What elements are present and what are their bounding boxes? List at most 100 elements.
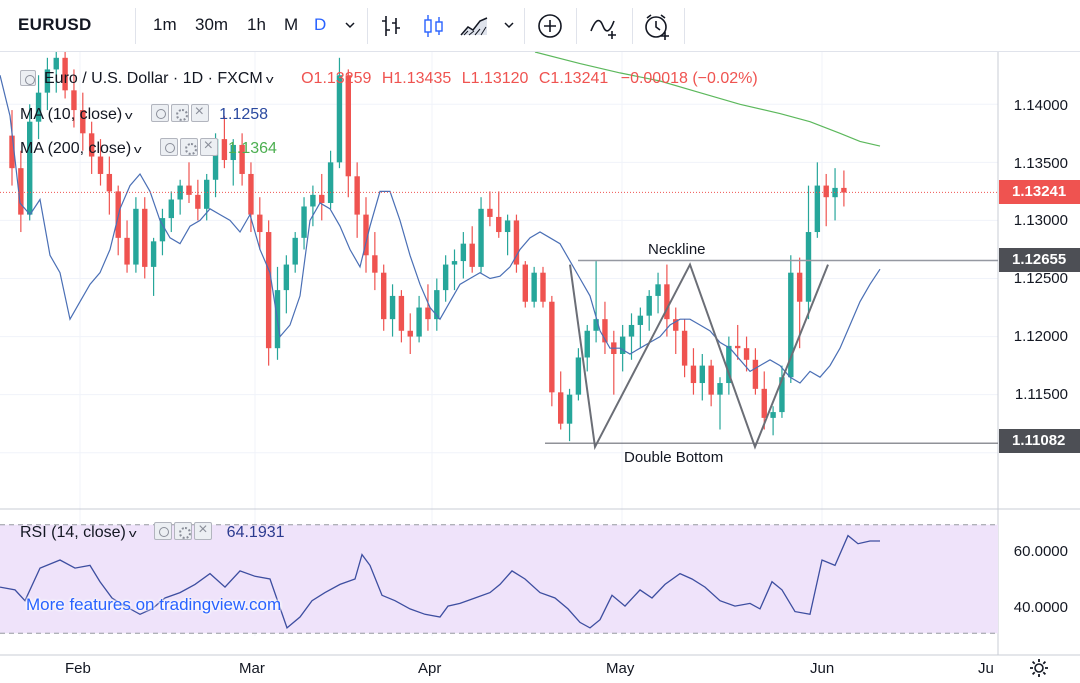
candle-body bbox=[248, 173, 254, 215]
indicators-icon[interactable] bbox=[588, 10, 620, 42]
candle-body bbox=[80, 110, 86, 134]
rsi-band bbox=[0, 524, 998, 634]
interval-1m-button[interactable]: 1m bbox=[153, 15, 177, 34]
candle-style-icon[interactable] bbox=[418, 10, 450, 42]
rsi-value: 64.1931 bbox=[226, 524, 285, 541]
time-tick-label: May bbox=[606, 660, 635, 677]
candle-body bbox=[451, 261, 458, 265]
candle-body bbox=[88, 133, 95, 157]
candle-body bbox=[540, 272, 546, 302]
candle-body bbox=[372, 255, 378, 273]
candle-body bbox=[496, 216, 502, 233]
candle-body bbox=[469, 243, 475, 267]
candle-body bbox=[593, 319, 599, 331]
symbol-search-button[interactable]: EURUSD bbox=[18, 15, 92, 34]
rsi-tick-label: 40.0000 bbox=[1013, 599, 1068, 616]
candle-body bbox=[699, 365, 705, 384]
ma200-legend: MA (200, close)v 1.1364 bbox=[20, 137, 277, 158]
candle-body bbox=[681, 330, 688, 366]
gear-icon[interactable] bbox=[174, 522, 193, 540]
chevron-down-icon[interactable]: v bbox=[128, 528, 137, 540]
ma10-label[interactable]: MA (10, close) bbox=[20, 106, 123, 123]
candle-body bbox=[62, 57, 68, 91]
ma200-line bbox=[534, 52, 881, 147]
toolbar-divider bbox=[576, 8, 577, 44]
interval-month-button[interactable]: M bbox=[284, 15, 299, 34]
ma10-legend: MA (10, close)v 1.1258 bbox=[20, 103, 268, 124]
collapse-legend-icon[interactable] bbox=[20, 70, 36, 86]
gear-icon[interactable] bbox=[1028, 657, 1050, 679]
candle-body bbox=[71, 90, 77, 111]
low-value: L1.13120 bbox=[461, 70, 529, 87]
bottom-price-tag: 1.11082 bbox=[999, 429, 1080, 453]
candle-body bbox=[35, 92, 42, 122]
chevron-down-icon[interactable]: v bbox=[125, 110, 133, 122]
area-style-icon[interactable] bbox=[458, 10, 490, 42]
candle-body bbox=[549, 301, 555, 393]
ma200-value: 1.1364 bbox=[228, 140, 277, 157]
toolbar-divider bbox=[524, 8, 525, 44]
series-title[interactable]: Euro / U.S. Dollar · 1D · FXCM bbox=[44, 70, 263, 87]
candle-body bbox=[9, 135, 15, 169]
close-icon[interactable] bbox=[190, 103, 209, 122]
candle-body bbox=[345, 75, 351, 177]
candle-body bbox=[690, 365, 697, 384]
gear-icon[interactable] bbox=[170, 104, 189, 122]
candle-body bbox=[425, 307, 431, 320]
candle-body bbox=[566, 394, 573, 424]
candle-body bbox=[442, 264, 449, 291]
eye-icon[interactable] bbox=[150, 104, 169, 122]
candle-body bbox=[416, 307, 422, 337]
time-tick-label: Ju bbox=[978, 660, 994, 677]
candle-body bbox=[487, 208, 493, 217]
candle-body bbox=[301, 206, 307, 238]
candle-body bbox=[743, 348, 750, 360]
gear-icon[interactable] bbox=[179, 138, 198, 156]
chevron-down-icon[interactable]: v bbox=[265, 74, 274, 86]
eye-icon[interactable] bbox=[159, 138, 178, 156]
eye-icon[interactable] bbox=[154, 522, 173, 540]
candle-body bbox=[186, 185, 192, 195]
alert-clock-icon[interactable] bbox=[641, 10, 673, 42]
chevron-down-icon[interactable] bbox=[502, 18, 516, 32]
candle-body bbox=[619, 336, 626, 354]
candle-body bbox=[257, 214, 263, 233]
candle-body bbox=[522, 264, 528, 302]
chevron-down-icon[interactable]: v bbox=[134, 144, 142, 156]
open-value: O1.13259 bbox=[301, 70, 372, 87]
promo-link[interactable]: More features on tradingview.com bbox=[26, 595, 282, 614]
rsi-label[interactable]: RSI (14, close) bbox=[20, 524, 126, 541]
candle-body bbox=[53, 57, 59, 70]
price-tick-label: 1.13000 bbox=[1013, 212, 1068, 229]
interval-day-button[interactable]: D bbox=[314, 15, 327, 34]
candle-body bbox=[283, 264, 290, 291]
chevron-down-icon[interactable] bbox=[343, 18, 357, 32]
candle-body bbox=[150, 241, 157, 267]
chart-canvas[interactable] bbox=[0, 52, 1080, 683]
main-legend: Euro / U.S. Dollar · 1D · FXCM v O1.13259… bbox=[20, 70, 758, 88]
close-value: C1.13241 bbox=[538, 70, 609, 87]
candle-body bbox=[398, 295, 405, 331]
candle-body bbox=[531, 272, 537, 302]
interval-1h-button[interactable]: 1h bbox=[247, 15, 266, 34]
change-value: −0.00018 (−0.02%) bbox=[620, 70, 758, 87]
neckline-price-tag: 1.12655 bbox=[999, 248, 1080, 272]
candle-body bbox=[478, 208, 484, 267]
add-compare-icon[interactable] bbox=[534, 10, 566, 42]
interval-30m-button[interactable]: 30m bbox=[195, 15, 229, 34]
current-price-tag: 1.13241 bbox=[999, 180, 1080, 204]
candle-body bbox=[389, 295, 396, 320]
neckline-annotation[interactable]: Neckline bbox=[648, 241, 706, 258]
candle-body bbox=[575, 357, 582, 395]
candle-body bbox=[27, 121, 33, 215]
candle-body bbox=[832, 187, 838, 198]
candle-body bbox=[18, 168, 24, 215]
candle-body bbox=[655, 284, 661, 296]
close-icon[interactable] bbox=[199, 137, 218, 156]
close-icon[interactable] bbox=[194, 521, 213, 540]
double-bottom-annotation[interactable]: Double Bottom bbox=[624, 449, 724, 466]
candle-body bbox=[814, 185, 821, 233]
ma200-label[interactable]: MA (200, close) bbox=[20, 140, 132, 157]
bar-style-icon[interactable] bbox=[376, 10, 408, 42]
rsi-line bbox=[0, 534, 880, 630]
